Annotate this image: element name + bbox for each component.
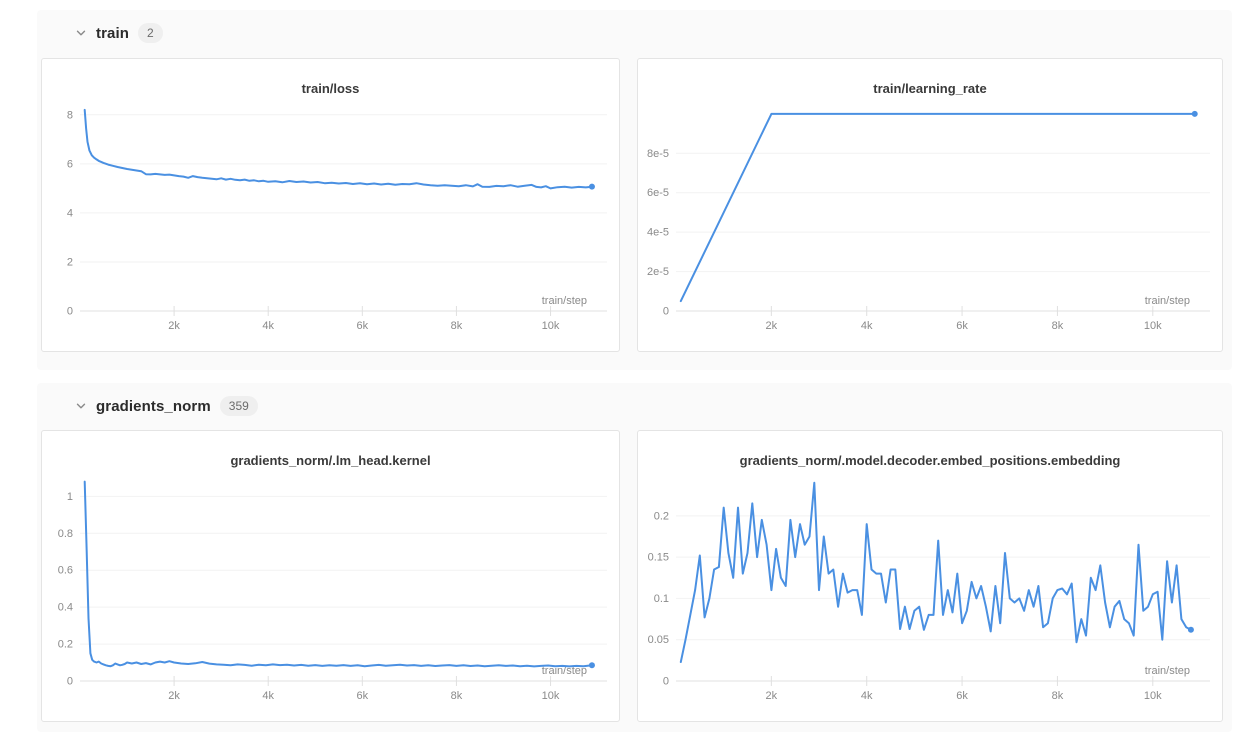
section-panel-train: train 2 train/loss 0 2 4 6 8 2k 4k 6k 8k 10k train… [37,10,1232,370]
chart-title: train/learning_rate [873,81,987,96]
svg-text:4e-5: 4e-5 [647,227,669,239]
svg-text:0.15: 0.15 [648,552,669,564]
section-count-badge: 359 [219,396,258,416]
svg-text:4k: 4k [262,320,274,332]
svg-text:8k: 8k [1052,320,1064,332]
svg-text:8e-5: 8e-5 [647,148,669,160]
svg-text:2k: 2k [766,320,778,332]
chart-title: gradients_norm/.model.decoder.embed_posi… [739,453,1121,468]
svg-text:1: 1 [67,491,73,503]
section-header-gradients-norm[interactable]: gradients_norm 359 [75,396,258,416]
svg-text:2k: 2k [766,690,778,702]
svg-text:2k: 2k [168,690,180,702]
chart-panel-embed-positions-embedding[interactable]: gradients_norm/.model.decoder.embed_posi… [637,430,1223,722]
svg-text:2e-5: 2e-5 [647,266,669,278]
section-title: train [96,24,130,42]
svg-text:0.2: 0.2 [654,510,669,522]
svg-text:4k: 4k [861,690,873,702]
svg-text:10k: 10k [1144,320,1162,332]
line-chart-embed-positions-embedding[interactable]: 0 0.05 0.1 0.15 0.2 2k 4k 6k 8k 10k train/step [638,431,1222,721]
svg-text:0.4: 0.4 [58,602,73,614]
chevron-down-icon[interactable] [75,400,87,412]
svg-text:4k: 4k [861,320,873,332]
line-chart-lm-head-kernel[interactable]: 0 0.2 0.4 0.6 0.8 1 2k 4k 6k 8k 10k train/step [42,431,619,721]
svg-text:6k: 6k [956,690,968,702]
svg-text:0.6: 0.6 [58,565,73,577]
svg-text:0.8: 0.8 [58,528,73,540]
svg-text:6k: 6k [357,320,369,332]
svg-text:6: 6 [67,158,73,170]
svg-text:10k: 10k [542,690,560,702]
svg-text:train/step: train/step [1145,665,1190,677]
svg-text:8k: 8k [451,320,463,332]
svg-text:6k: 6k [357,690,369,702]
section-count-badge: 2 [138,23,163,43]
svg-text:8k: 8k [1052,690,1064,702]
svg-text:0: 0 [663,306,669,318]
line-chart-train-loss[interactable]: 0 2 4 6 8 2k 4k 6k 8k 10k train/step [42,59,619,351]
chart-panel-train-loss[interactable]: train/loss 0 2 4 6 8 2k 4k 6k 8k 10k train/step [41,58,620,352]
svg-text:6e-5: 6e-5 [647,187,669,199]
section-title: gradients_norm [96,397,211,415]
svg-text:8k: 8k [451,690,463,702]
svg-text:2: 2 [67,256,73,268]
chart-panel-train-learning-rate[interactable]: train/learning_rate 0 2e-5 4e-5 6e-5 8e-5 2k 4… [637,58,1223,352]
svg-text:8: 8 [67,109,73,121]
svg-text:10k: 10k [542,320,560,332]
line-chart-train-learning-rate[interactable]: 0 2e-5 4e-5 6e-5 8e-5 2k 4k 6k 8k 10k train/step [638,59,1222,351]
svg-text:0: 0 [663,676,669,688]
svg-text:0.05: 0.05 [648,634,669,646]
svg-text:6k: 6k [956,320,968,332]
chart-title: gradients_norm/.lm_head.kernel [230,453,431,468]
chart-title: train/loss [301,81,360,96]
svg-text:train/step: train/step [542,665,587,677]
chevron-down-icon[interactable] [75,27,87,39]
svg-text:2k: 2k [168,320,180,332]
section-header-train[interactable]: train 2 [75,23,163,43]
svg-text:0.1: 0.1 [654,593,669,605]
section-panel-gradients-norm: gradients_norm 359 gradients_norm/.lm_he… [37,383,1232,732]
svg-text:0.2: 0.2 [58,639,73,651]
svg-text:train/step: train/step [1145,295,1190,307]
svg-text:train/step: train/step [542,295,587,307]
svg-text:0: 0 [67,676,73,688]
svg-text:0: 0 [67,306,73,318]
chart-panel-lm-head-kernel[interactable]: gradients_norm/.lm_head.kernel 0 0.2 0.4 0.… [41,430,620,722]
svg-text:4k: 4k [262,690,274,702]
svg-text:4: 4 [67,207,73,219]
svg-text:10k: 10k [1144,690,1162,702]
